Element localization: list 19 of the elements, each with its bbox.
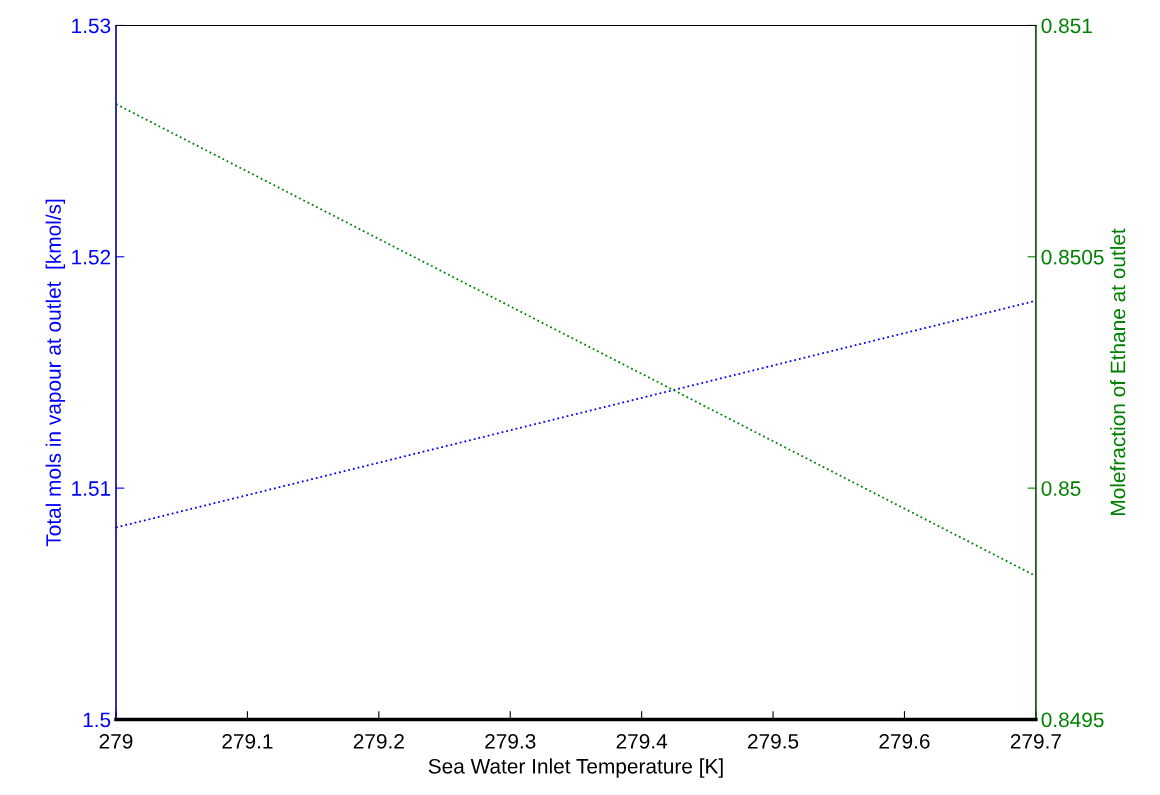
y-tick-label: 1.52	[72, 249, 111, 265]
y2-axis-title: Molefraction of Ethane at outlet	[1110, 228, 1126, 515]
x-tick-label: 279.3	[485, 733, 536, 749]
x-tick-label: 279.7	[1010, 733, 1061, 749]
y2-tick-label: 0.851	[1041, 18, 1092, 34]
y-tick-label: 1.51	[72, 481, 111, 496]
y2-tick-label: 0.8505	[1041, 249, 1104, 265]
y2-tick-label: 0.8495	[1041, 712, 1104, 728]
x-tick-label: 279	[99, 733, 133, 749]
x-axis-title: Sea Water Inlet Temperature [K]	[428, 758, 723, 778]
y-tick-label: 1.5	[83, 712, 111, 728]
x-tick-label: 279.1	[222, 733, 273, 749]
x-tick-label: 279.6	[879, 733, 930, 749]
x-tick-label: 279.5	[748, 733, 799, 749]
y-axis-title: Total mols in vapour at outlet [kmol/s]	[45, 199, 66, 547]
y-tick-label: 1.53	[72, 18, 111, 34]
x-tick-label: 279.2	[353, 733, 404, 749]
y2-tick-label: 0.85	[1041, 481, 1081, 496]
x-tick-label: 279.4	[616, 733, 668, 749]
